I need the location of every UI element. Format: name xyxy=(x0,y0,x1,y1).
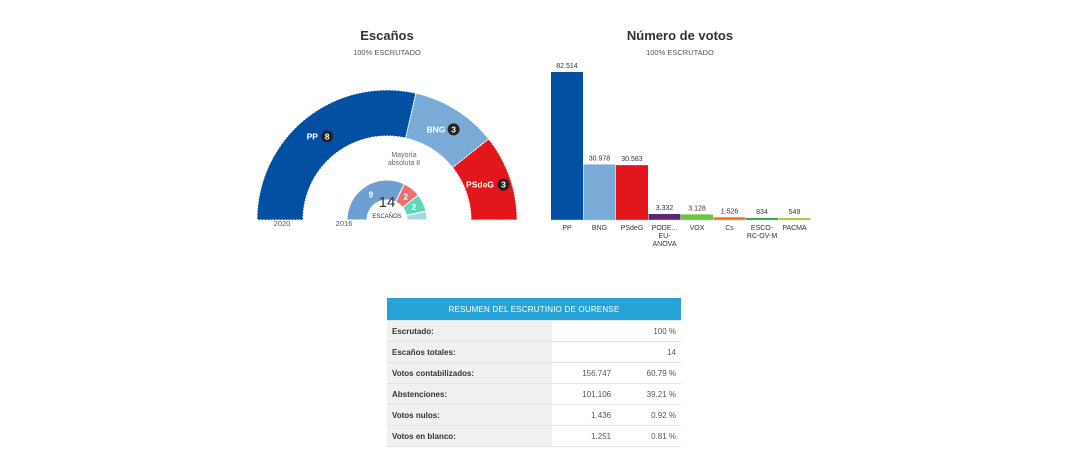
seat-count-2016: 9 xyxy=(369,191,374,200)
summary-row: Votos contabilizados: 156.747 60.79 % xyxy=(387,362,681,384)
summary-row: Votos nulos: 1.436 0.92 % xyxy=(387,404,681,426)
majority-line1: Mayoría xyxy=(391,152,416,159)
vote-bar xyxy=(648,214,681,220)
votes-subtitle: 100% ESCRUTADO xyxy=(646,48,714,57)
vote-category-label: Cs xyxy=(725,225,734,232)
seats-chart: PP 8 BNG 3 PSdeG 3 9 22 Mayoría absoluta 8 14 E… xyxy=(256,89,518,228)
summary-pct: 100 % xyxy=(616,320,681,342)
summary-value: 101.106 xyxy=(552,383,617,405)
seats-2016-ring xyxy=(346,179,428,221)
vote-category-label: PACMA xyxy=(782,225,807,232)
year-2016-label: 2016 xyxy=(336,219,353,228)
summary-value: 1.436 xyxy=(552,404,617,426)
summary-label: Votos en blanco: xyxy=(387,425,552,447)
vote-bar xyxy=(778,218,811,220)
summary-label: Escrutado: xyxy=(387,320,552,342)
vote-value-label: 549 xyxy=(789,209,801,216)
seat-count-2016: 2 xyxy=(403,193,408,202)
vote-category-label: PODE... xyxy=(652,225,678,232)
vote-bar xyxy=(616,165,648,220)
seat-party-label: BNG xyxy=(426,124,445,134)
vote-bar xyxy=(551,72,583,220)
summary-pct: 60.79 % xyxy=(616,362,681,384)
vote-value-label: 82.514 xyxy=(556,63,578,70)
seat-count-badge xyxy=(497,178,510,191)
votes-title: Número de votos xyxy=(626,28,734,43)
majority-line2: absoluta 8 xyxy=(388,160,420,167)
vote-category-label: ANOVA xyxy=(653,241,677,248)
seat-segment-psdeg xyxy=(451,138,518,221)
seat-segment-other xyxy=(405,210,428,221)
seats-2020-ring xyxy=(256,89,518,221)
vote-value-label: 3.128 xyxy=(688,205,706,212)
summary-pct: 0.81 % xyxy=(616,425,681,447)
summary-table: RESUMEN DEL ESCRUTINIO DE OURENSE Escrut… xyxy=(387,298,681,447)
vote-category-label: PP xyxy=(562,225,572,232)
vote-bar xyxy=(583,164,616,220)
summary-label: Votos nulos: xyxy=(387,404,552,426)
seat-count-2016: 2 xyxy=(412,203,417,212)
seats-title: Escaños xyxy=(360,28,414,43)
summary-pct: 14 xyxy=(616,341,681,363)
vote-category-label: BNG xyxy=(592,225,607,232)
summary-value: 156.747 xyxy=(552,362,617,384)
seat-segment-pp xyxy=(256,89,417,221)
vote-bar xyxy=(746,218,778,220)
vote-value-label: 834 xyxy=(756,209,768,216)
summary-label: Escaños totales: xyxy=(387,341,552,363)
seat-labels: PP 8 BNG 3 PSdeG 3 9 22 xyxy=(307,123,510,212)
seat-party-label: PP xyxy=(307,131,319,141)
vote-bar xyxy=(681,214,713,220)
summary-row: Escrutado: 100 % xyxy=(387,320,681,342)
seat-count: 8 xyxy=(325,131,330,141)
summary-pct: 39.21 % xyxy=(616,383,681,405)
seat-segment-pp xyxy=(346,179,406,221)
vote-category-label: ESCO- xyxy=(751,225,774,232)
summary-value xyxy=(552,341,617,363)
seat-count-badge xyxy=(447,123,460,136)
vote-category-label: VOX xyxy=(690,225,705,232)
summary-row: Abstenciones: 101.106 39.21 % xyxy=(387,383,681,405)
summary-label: Votos contabilizados: xyxy=(387,362,552,384)
seats-total-label: ESCAÑOS xyxy=(372,213,401,220)
seat-count: 3 xyxy=(501,180,506,190)
vote-value-label: 30.583 xyxy=(621,156,643,163)
summary-value: 1.251 xyxy=(552,425,617,447)
seat-party-label: PSdeG xyxy=(466,180,494,190)
vote-category-label: EU- xyxy=(658,233,671,240)
summary-row: Escaños totales: 14 xyxy=(387,341,681,363)
vote-value-label: 1.526 xyxy=(721,208,739,215)
summary-pct: 0.92 % xyxy=(616,404,681,426)
vote-category-label: RC-OV-M xyxy=(747,233,778,240)
summary-label: Abstenciones: xyxy=(387,383,552,405)
votes-chart: 82.514 PP 30.978 BNG 30.583 PSdeG 3.332 PODE...… xyxy=(551,63,811,248)
seats-total: 14 xyxy=(379,194,396,211)
vote-value-label: 3.332 xyxy=(656,205,674,212)
summary-value xyxy=(552,320,617,342)
seat-count-badge xyxy=(321,130,334,143)
vote-bar xyxy=(713,217,746,220)
vote-category-label: PSdeG xyxy=(621,225,644,232)
seats-subtitle: 100% ESCRUTADO xyxy=(353,48,421,57)
year-2020-label: 2020 xyxy=(274,219,291,228)
summary-title: RESUMEN DEL ESCRUTINIO DE OURENSE xyxy=(387,298,681,321)
seat-count: 3 xyxy=(451,124,456,134)
vote-value-label: 30.978 xyxy=(589,155,611,162)
summary-row: Votos en blanco: 1.251 0.81 % xyxy=(387,425,681,447)
